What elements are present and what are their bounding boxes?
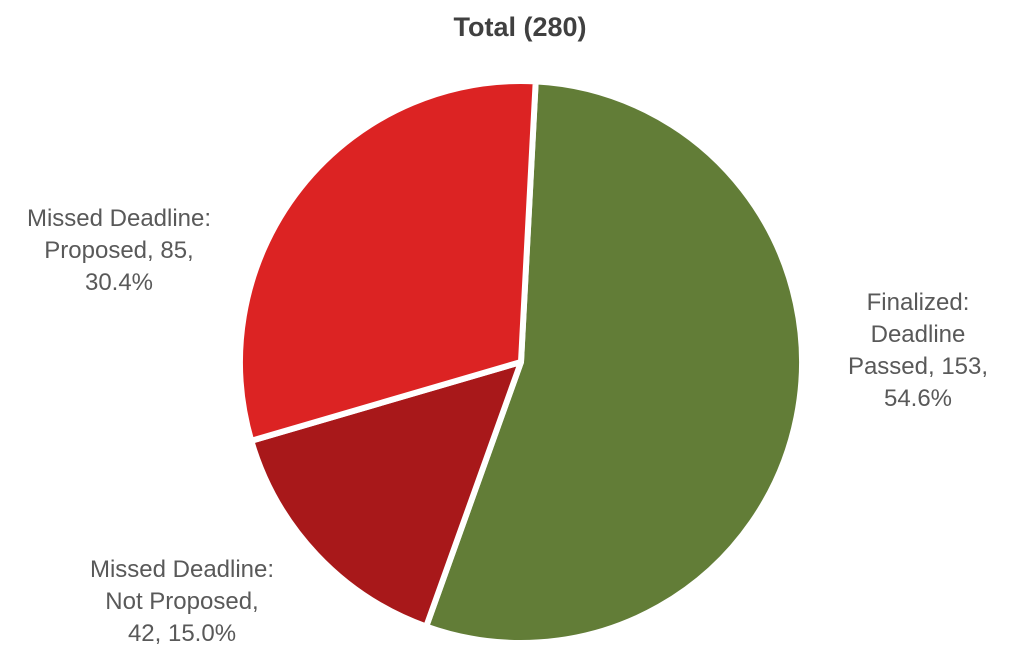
- label-missed-deadline-not-proposed-line: 42, 15.0%: [128, 620, 236, 647]
- slice-finalized-deadline-passed: [423, 78, 806, 647]
- label-missed-deadline-not-proposed-line: Not Proposed,: [105, 588, 258, 615]
- pie-slices: [237, 78, 806, 647]
- label-finalized-deadline-passed-line: Passed, 153,: [848, 353, 988, 380]
- label-missed-deadline-proposed: Missed Deadline: Proposed, 85, 30.4%: [27, 205, 211, 296]
- label-missed-deadline-proposed-line: Missed Deadline:: [27, 205, 211, 232]
- chart-title: Total (280): [453, 12, 586, 42]
- label-finalized-deadline-passed: Finalized: Deadline Passed, 153, 54.6%: [848, 289, 988, 412]
- label-finalized-deadline-passed-line: 54.6%: [884, 385, 952, 412]
- label-missed-deadline-proposed-line: 30.4%: [85, 269, 153, 296]
- label-missed-deadline-not-proposed: Missed Deadline: Not Proposed, 42, 15.0%: [90, 556, 274, 647]
- label-finalized-deadline-passed-line: Finalized:: [867, 289, 970, 316]
- slice-missed-deadline-not-proposed: [248, 359, 524, 630]
- slice-missed-deadline-proposed: [237, 78, 539, 444]
- label-missed-deadline-not-proposed-line: Missed Deadline:: [90, 556, 274, 583]
- label-missed-deadline-proposed-line: Proposed, 85,: [44, 237, 193, 264]
- pie-data-labels: Finalized: Deadline Passed, 153, 54.6% Misse…: [27, 205, 988, 647]
- label-finalized-deadline-passed-line: Deadline: [871, 321, 966, 348]
